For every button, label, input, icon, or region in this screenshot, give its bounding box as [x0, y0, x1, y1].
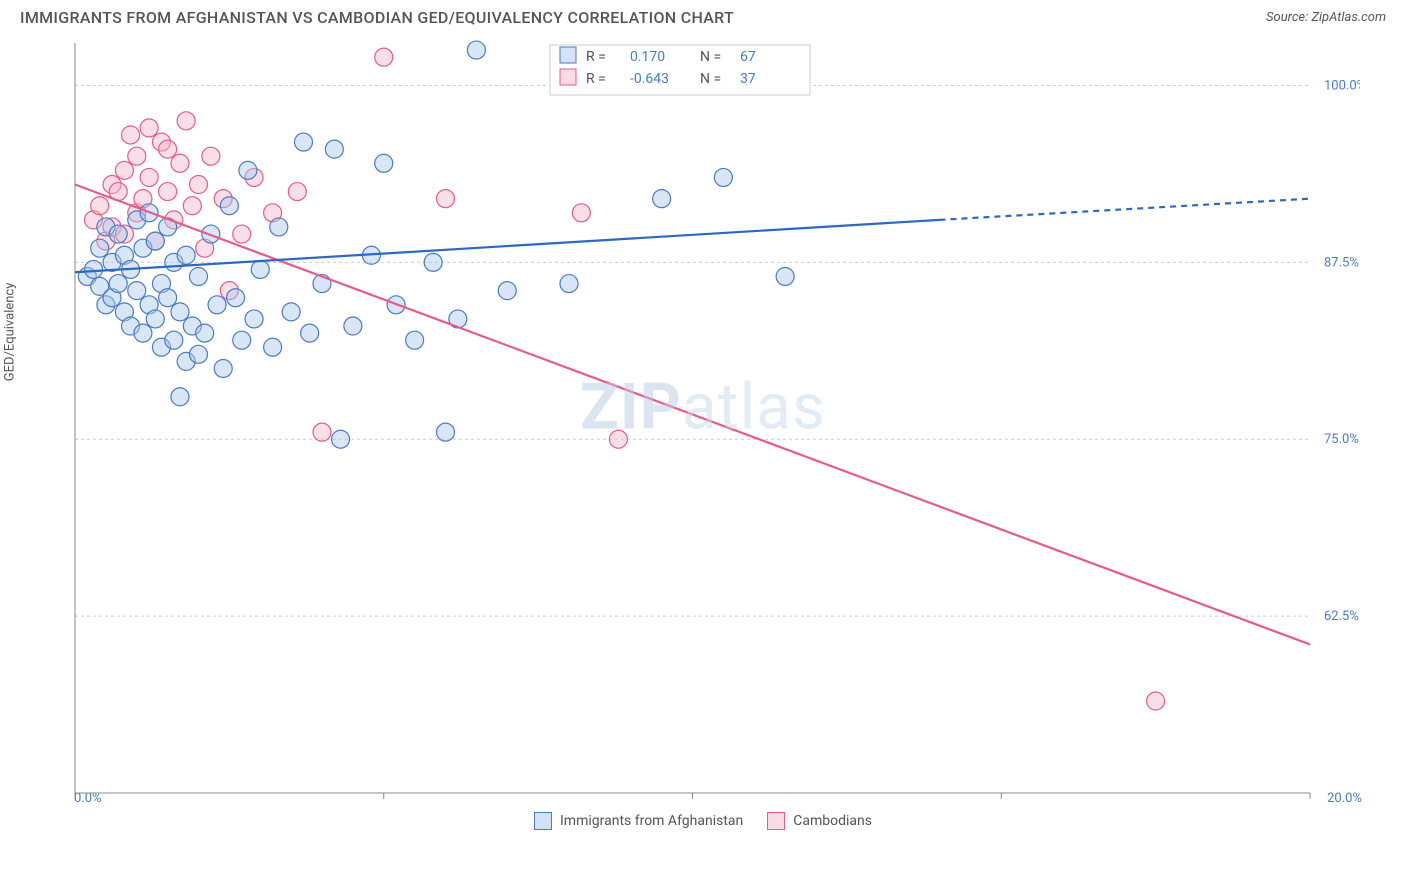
data-point — [609, 430, 627, 448]
data-point — [270, 218, 288, 236]
y-axis-label: GED/Equivalency — [3, 283, 18, 382]
data-point — [560, 275, 578, 293]
y-tick-label: 75.0% — [1324, 432, 1359, 447]
data-point — [325, 140, 343, 158]
data-point — [332, 430, 350, 448]
scatter-chart: 62.5% 75.0% 87.5% 100.0% R = 0.170 N = 67 R = -0.… — [20, 33, 1360, 813]
data-point — [91, 239, 109, 257]
data-point — [714, 168, 732, 186]
data-point — [109, 225, 127, 243]
data-point — [171, 303, 189, 321]
data-point — [159, 183, 177, 201]
data-point — [140, 168, 158, 186]
y-tick-label: 100.0% — [1324, 78, 1360, 93]
legend-label: Immigrants from Afghanistan — [560, 813, 743, 829]
chart-container: GED/Equivalency ZIPatlas 62.5%75.0%87.5%… — [20, 33, 1386, 813]
data-point — [437, 423, 455, 441]
legend-swatch-blue — [534, 812, 552, 830]
stats-swatch — [560, 69, 576, 85]
data-point — [233, 225, 251, 243]
legend-swatch-pink — [767, 812, 785, 830]
legend-label: Cambodians — [793, 813, 872, 829]
data-point — [190, 176, 208, 194]
data-point — [214, 359, 232, 377]
stats-swatch — [560, 47, 576, 63]
chart-header: IMMIGRANTS FROM AFGHANISTAN VS CAMBODIAN… — [0, 0, 1406, 33]
legend-item-afghanistan: Immigrants from Afghanistan — [534, 812, 743, 830]
data-point — [375, 154, 393, 172]
data-point — [190, 267, 208, 285]
chart-title: IMMIGRANTS FROM AFGHANISTAN VS CAMBODIAN… — [20, 8, 734, 27]
data-point — [128, 147, 146, 165]
stats-n-value: 67 — [740, 49, 756, 65]
data-point — [196, 324, 214, 342]
data-point — [85, 260, 103, 278]
data-point — [344, 317, 362, 335]
data-point — [134, 324, 152, 342]
y-tick-label: 87.5% — [1324, 255, 1359, 270]
stats-n-value: 37 — [740, 71, 756, 87]
data-point — [264, 338, 282, 356]
data-point — [572, 204, 590, 222]
data-point — [177, 246, 195, 264]
data-point — [159, 140, 177, 158]
data-point — [1147, 692, 1165, 710]
data-point — [220, 197, 238, 215]
legend-item-cambodians: Cambodians — [767, 812, 872, 830]
data-point — [202, 147, 220, 165]
data-point — [115, 161, 133, 179]
data-point — [301, 324, 319, 342]
stats-r-value: 0.170 — [630, 49, 665, 65]
data-point — [282, 303, 300, 321]
data-point — [406, 331, 424, 349]
stats-n-label: N = — [700, 71, 721, 87]
data-point — [498, 282, 516, 300]
data-point — [776, 267, 794, 285]
data-point — [183, 197, 201, 215]
data-point — [245, 310, 263, 328]
data-point — [146, 310, 164, 328]
data-point — [375, 48, 393, 66]
data-point — [239, 161, 257, 179]
data-point — [177, 112, 195, 130]
data-point — [171, 154, 189, 172]
data-point — [140, 119, 158, 137]
data-point — [159, 289, 177, 307]
data-point — [171, 388, 189, 406]
data-point — [208, 296, 226, 314]
y-tick-label: 62.5% — [1324, 609, 1359, 624]
data-point — [122, 126, 140, 144]
trend-line-blue-extrapolated — [940, 199, 1311, 220]
data-point — [288, 183, 306, 201]
stats-n-label: N = — [700, 49, 721, 65]
trend-line-pink — [75, 185, 1310, 645]
data-point — [190, 345, 208, 363]
data-point — [227, 289, 245, 307]
data-point — [91, 197, 109, 215]
stats-r-label: R = — [586, 71, 606, 87]
data-point — [233, 331, 251, 349]
data-point — [146, 232, 164, 250]
source-attribution: Source: ZipAtlas.com — [1266, 10, 1386, 25]
data-point — [128, 282, 146, 300]
data-point — [467, 41, 485, 59]
data-point — [109, 275, 127, 293]
stats-r-label: R = — [586, 49, 606, 65]
data-point — [437, 190, 455, 208]
data-point — [653, 190, 671, 208]
data-point — [424, 253, 442, 271]
data-point — [251, 260, 269, 278]
series-legend: Immigrants from Afghanistan Cambodians — [0, 812, 1406, 830]
data-point — [313, 423, 331, 441]
data-point — [294, 133, 312, 151]
data-point — [165, 331, 183, 349]
stats-r-value: -0.643 — [630, 71, 669, 87]
